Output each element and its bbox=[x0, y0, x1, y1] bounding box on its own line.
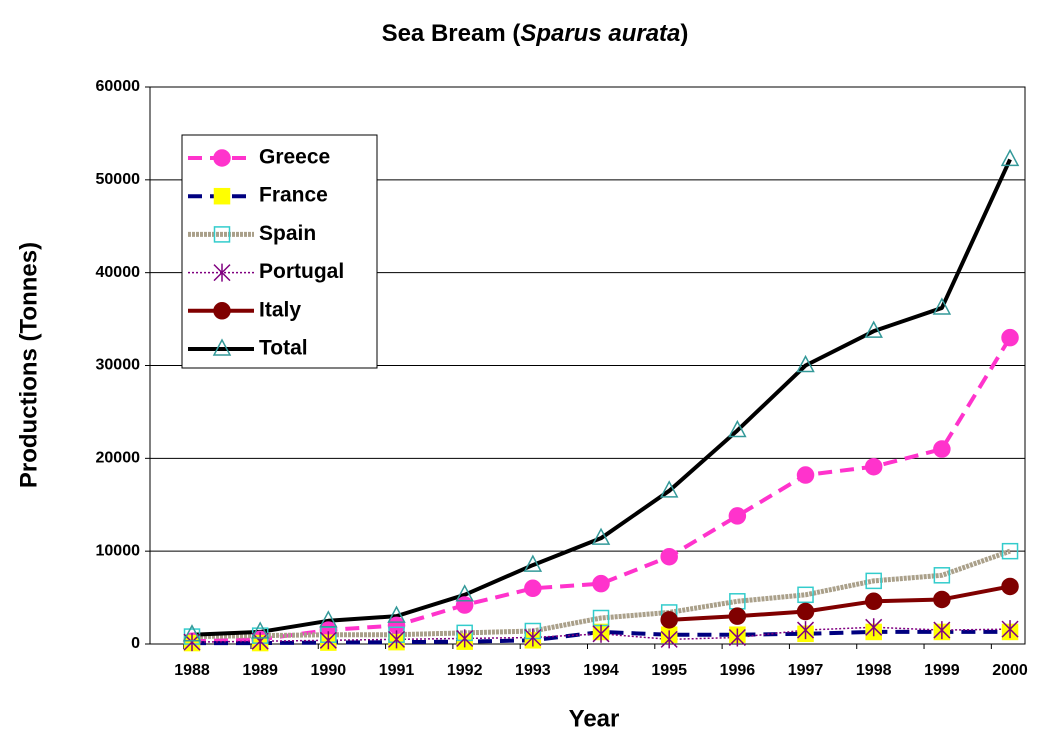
marker bbox=[213, 226, 231, 243]
marker bbox=[797, 586, 814, 604]
marker bbox=[796, 354, 815, 373]
title-part: Sparus aurata bbox=[520, 20, 680, 47]
legend-box bbox=[181, 134, 378, 369]
marker bbox=[728, 507, 747, 525]
x-tick-label: 1997 bbox=[788, 662, 824, 679]
marker bbox=[213, 149, 231, 167]
marker bbox=[456, 629, 474, 648]
x-tick-label: 1994 bbox=[583, 662, 619, 679]
legend-label: Greece bbox=[259, 146, 330, 169]
marker bbox=[659, 480, 679, 498]
x-tick-label: 1995 bbox=[651, 662, 687, 679]
y-tick-label: 20000 bbox=[96, 450, 141, 467]
marker bbox=[864, 457, 883, 476]
y-tick-label: 0 bbox=[131, 635, 140, 652]
marker bbox=[796, 602, 815, 621]
x-axis-label: Year bbox=[569, 705, 620, 732]
marker bbox=[387, 605, 406, 623]
y-tick-label: 40000 bbox=[96, 264, 141, 281]
marker bbox=[455, 584, 474, 602]
title-part: Sea Bream ( bbox=[382, 20, 521, 47]
x-tick-label: 1990 bbox=[311, 662, 347, 679]
marker bbox=[251, 632, 269, 651]
marker bbox=[182, 624, 202, 642]
marker bbox=[865, 572, 882, 590]
marker bbox=[864, 320, 883, 338]
x-tick-label: 1996 bbox=[720, 662, 756, 679]
x-tick-label: 1999 bbox=[924, 662, 960, 679]
marker bbox=[213, 187, 231, 205]
legend-label: Spain bbox=[259, 222, 316, 245]
marker bbox=[728, 419, 747, 438]
marker bbox=[1001, 620, 1019, 639]
marker bbox=[524, 628, 542, 647]
marker bbox=[524, 579, 542, 598]
marker bbox=[591, 527, 611, 545]
x-tick-label: 2000 bbox=[992, 662, 1028, 679]
y-tick-label: 30000 bbox=[96, 357, 141, 374]
x-tick-label: 1991 bbox=[379, 662, 415, 679]
legend-label: Portugal bbox=[259, 260, 344, 283]
chart-title: Sea Bream (Sparus aurata) bbox=[382, 20, 689, 47]
marker bbox=[212, 338, 232, 356]
marker bbox=[1001, 328, 1019, 347]
marker bbox=[864, 592, 883, 611]
marker bbox=[592, 624, 610, 643]
marker bbox=[933, 621, 951, 640]
y-tick-label: 60000 bbox=[96, 78, 141, 95]
series-line bbox=[191, 158, 1012, 637]
marker bbox=[933, 590, 951, 609]
marker bbox=[387, 630, 406, 649]
marker bbox=[319, 631, 337, 650]
marker bbox=[796, 621, 815, 640]
legend-label: Italy bbox=[259, 298, 301, 321]
x-tick-label: 1992 bbox=[447, 662, 483, 679]
marker bbox=[250, 621, 270, 639]
marker bbox=[455, 596, 474, 614]
marker bbox=[933, 567, 951, 584]
legend-label: France bbox=[259, 184, 328, 207]
y-tick-label: 10000 bbox=[96, 542, 141, 559]
marker bbox=[1001, 577, 1019, 596]
marker bbox=[213, 302, 231, 320]
marker bbox=[796, 466, 815, 484]
marker bbox=[660, 611, 678, 629]
marker bbox=[319, 610, 338, 628]
x-tick-label: 1989 bbox=[242, 662, 278, 679]
x-tick-label: 1993 bbox=[515, 662, 551, 679]
marker bbox=[660, 630, 678, 649]
x-tick-label: 1988 bbox=[174, 662, 210, 679]
marker bbox=[1001, 542, 1019, 560]
y-tick-label: 50000 bbox=[96, 171, 141, 188]
legend: Greece France Spain Portugal Italy Total bbox=[181, 134, 378, 369]
x-tick-label: 1998 bbox=[856, 662, 892, 679]
marker bbox=[728, 607, 747, 625]
marker bbox=[728, 628, 746, 647]
marker bbox=[523, 554, 543, 572]
marker bbox=[865, 618, 883, 637]
legend-label: Total bbox=[259, 337, 308, 360]
marker bbox=[933, 440, 951, 458]
series-line bbox=[669, 584, 1011, 622]
marker bbox=[592, 574, 610, 593]
y-axis-label: Productions (Tonnes) bbox=[15, 242, 42, 488]
marker bbox=[1000, 148, 1020, 167]
marker bbox=[660, 547, 678, 566]
title-part: ) bbox=[680, 20, 688, 47]
marker bbox=[932, 297, 952, 315]
marker bbox=[213, 263, 231, 282]
